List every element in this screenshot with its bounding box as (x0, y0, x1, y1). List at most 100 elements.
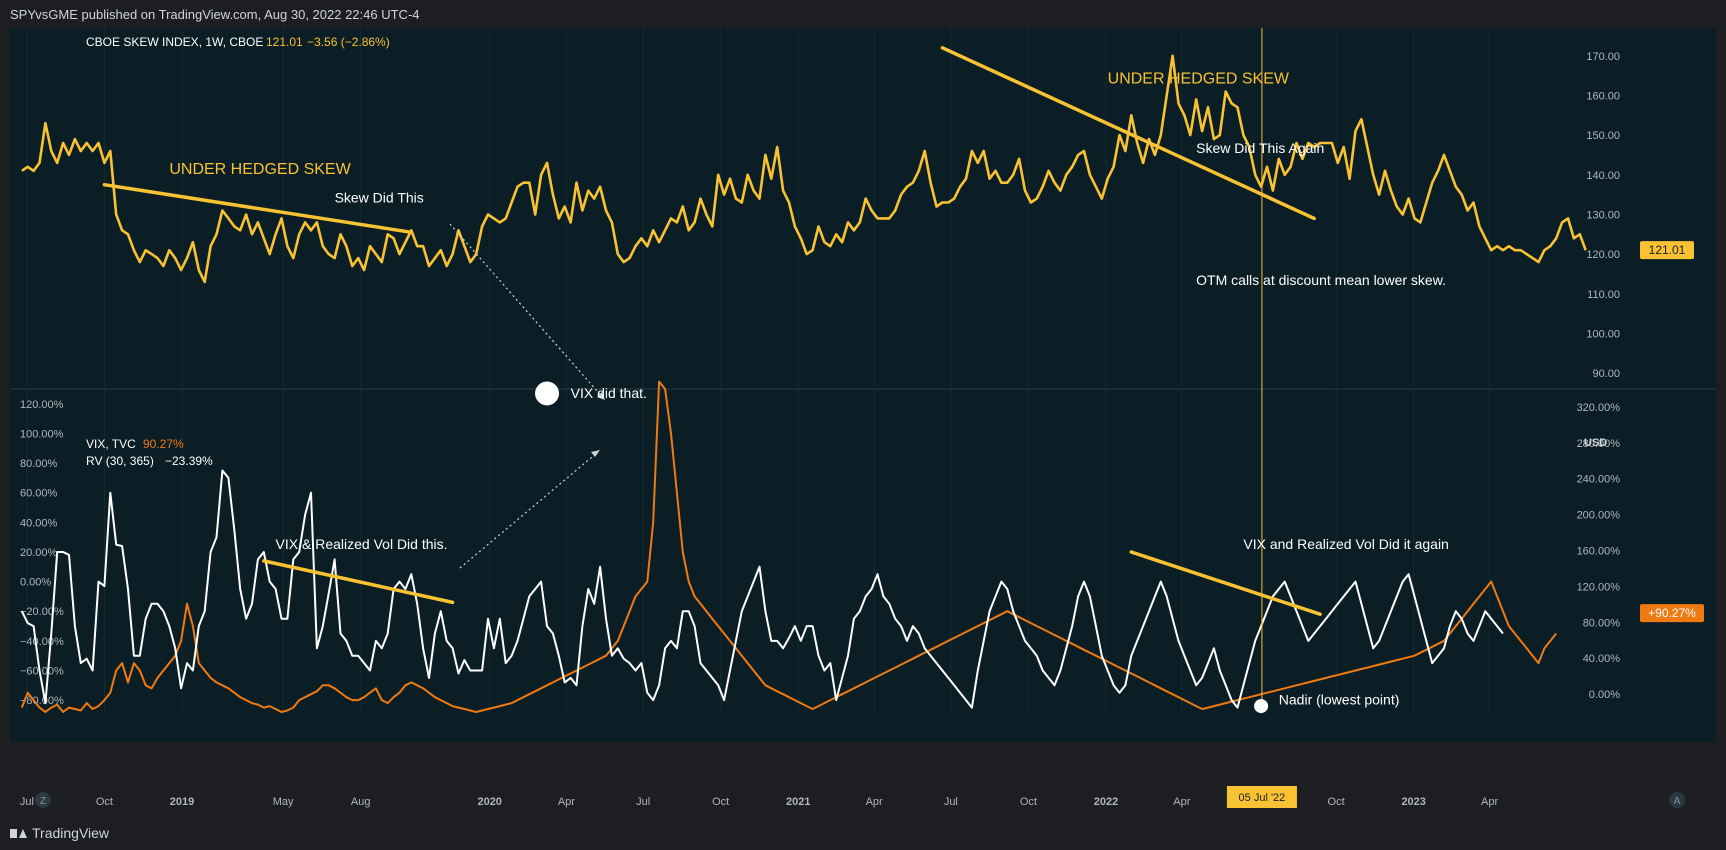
vix-y-tick-left: 0.00% (20, 577, 51, 589)
skew-y-tick: 110.00 (1587, 289, 1620, 301)
crosshair-date-badge (1226, 786, 1297, 808)
skew-y-tick: 140.00 (1586, 170, 1620, 182)
skew-legend-change: −3.56 (−2.86%) (307, 35, 390, 49)
x-tick-label: Jul (636, 796, 650, 808)
vix-y-tick-left: 60.00% (20, 488, 58, 500)
skew-pane (10, 28, 1557, 389)
x-tick-label: Oct (1020, 796, 1037, 808)
zoom-label: Z (40, 796, 46, 807)
x-tick-label: Apr (1173, 796, 1190, 808)
x-axis-labels: Jul Oct 2019 May Aug 2020 Apr Jul Oct 2021 Apr Jul O… (20, 796, 1499, 808)
skew-legend-value: 121.01 (266, 35, 303, 49)
x-tick-label: Aug (351, 796, 371, 808)
auto-button (1669, 792, 1685, 808)
vix-y-tick-left: 100.00% (20, 428, 64, 440)
skew-annotation: UNDER HEDGED SKEW (169, 161, 351, 178)
skew-y-tick: 120.00 (1586, 249, 1620, 261)
vix-y-tick-left: −20.00% (20, 606, 64, 618)
x-tick-label: Oct (712, 796, 729, 808)
x-tick-label: Oct (1328, 796, 1345, 808)
skew-trendline (940, 46, 1316, 221)
skew-y-tick: 130.00 (1586, 209, 1620, 221)
vix-y-tick-left: 40.00% (20, 517, 58, 529)
x-tick-label: Jul (20, 796, 34, 808)
x-tick-label: Apr (558, 796, 575, 808)
crosshair-date-label: 05 Jul '22 (1239, 792, 1286, 804)
zoom-icon: Z (35, 792, 51, 808)
vix-y-tick-right: 160.00% (1577, 546, 1621, 558)
point-marker (535, 381, 560, 406)
skew-y-tick: 150.00 (1586, 130, 1620, 142)
vix-price-tag-label: +90.27% (1648, 606, 1696, 620)
tradingview-brand[interactable]: TradingView (10, 825, 109, 841)
brand-label: TradingView (32, 825, 110, 841)
skew-annotation: OTM calls at discount mean lower skew. (1196, 272, 1446, 288)
vix-y-tick-left: −60.00% (20, 666, 64, 678)
vix-annotation: VIX & Realized Vol Did this. (276, 536, 448, 552)
rv-legend-value: −23.39% (165, 454, 213, 468)
x-tick-label: May (273, 796, 294, 808)
vix-y-tick-right: 40.00% (1583, 653, 1621, 665)
vix-y-tick-right: 120.00% (1577, 581, 1621, 593)
vix-price-tag (1640, 604, 1704, 623)
price-axis (1557, 28, 1716, 742)
x-tick-label: Apr (866, 796, 883, 808)
skew-y-axis: 170.00 160.00 150.00 140.00 130.00 120.00 110.… (1586, 51, 1620, 380)
vix-y-tick-right: 240.00% (1577, 474, 1621, 486)
skew-annotation: Skew Did This (335, 190, 424, 206)
vix-y-tick-left: −40.00% (20, 636, 64, 648)
time-axis (10, 712, 1557, 742)
vix-legend: VIX, TVC 90.27% RV (30, 365) −23.39% (86, 437, 213, 468)
skew-y-tick: 170.00 (1586, 51, 1620, 63)
auto-scale-icon: A (1669, 792, 1685, 808)
arrow-head (597, 392, 605, 400)
vix-trendline (1129, 550, 1322, 616)
x-tick-label: Apr (1481, 796, 1498, 808)
point-marker (1254, 699, 1269, 714)
vix-y-tick-right: 280.00% (1577, 438, 1621, 450)
vix-y-tick-left: 80.00% (20, 458, 58, 470)
vix-legend-label: VIX, TVC (86, 437, 136, 451)
vix-annotation: VIX did that. (571, 385, 647, 401)
skew-y-tick: 100.00 (1586, 328, 1620, 340)
vix-annotation: Nadir (lowest point) (1279, 692, 1400, 708)
x-tick-label: Jul (944, 796, 958, 808)
arrow-line (449, 223, 606, 401)
vix-y-tick-right: 0.00% (1589, 689, 1620, 701)
x-tick-label: 2019 (170, 796, 194, 808)
skew-price-tag-label: 121.01 (1649, 243, 1686, 257)
skew-price-tag (1640, 241, 1694, 260)
vix-y-tick-left: 20.00% (20, 547, 58, 559)
skew-legend-symbol: CBOE SKEW INDEX, 1W, CBOE (86, 35, 263, 49)
auto-label: A (1674, 796, 1681, 807)
rv-legend-label: RV (30, 365) (86, 454, 154, 468)
skew-annotation: UNDER HEDGED SKEW (1108, 71, 1290, 88)
zoom-button (35, 792, 51, 808)
x-tick-label: 2020 (477, 796, 501, 808)
vix-unit-label: USD (1584, 437, 1607, 449)
x-tick-label: 2022 (1094, 796, 1118, 808)
vix-legend-value: 90.27% (143, 437, 184, 451)
skew-y-tick: 160.00 (1586, 90, 1620, 102)
x-tick-label: 2023 (1401, 796, 1425, 808)
skew-y-tick: 90.00 (1592, 368, 1620, 380)
skew-trendline (102, 182, 414, 235)
vix-y-tick-right: 80.00% (1583, 617, 1621, 629)
vix-y-tick-right: 200.00% (1577, 510, 1621, 522)
skew-series-line (21, 54, 1587, 284)
arrow-head (591, 450, 600, 457)
vix-y-tick-left: 120.00% (20, 399, 64, 411)
grid-lines (26, 28, 1491, 712)
vix-pane (10, 389, 1557, 712)
skew-legend: CBOE SKEW INDEX, 1W, CBOE 121.01 −3.56 (−2… (86, 35, 390, 49)
vix-trendline (262, 559, 455, 605)
vix-series-line (20, 469, 1504, 709)
rv-series-line (20, 380, 1557, 713)
x-tick-label: 2021 (786, 796, 810, 808)
vix-y-tick-right: 320.00% (1577, 402, 1621, 414)
x-tick-label: Oct (96, 796, 113, 808)
skew-annotation: Skew Did This Again (1196, 140, 1324, 156)
publish-header: SPYvsGME published on TradingView.com, A… (10, 7, 420, 22)
arrow-line (459, 451, 599, 569)
